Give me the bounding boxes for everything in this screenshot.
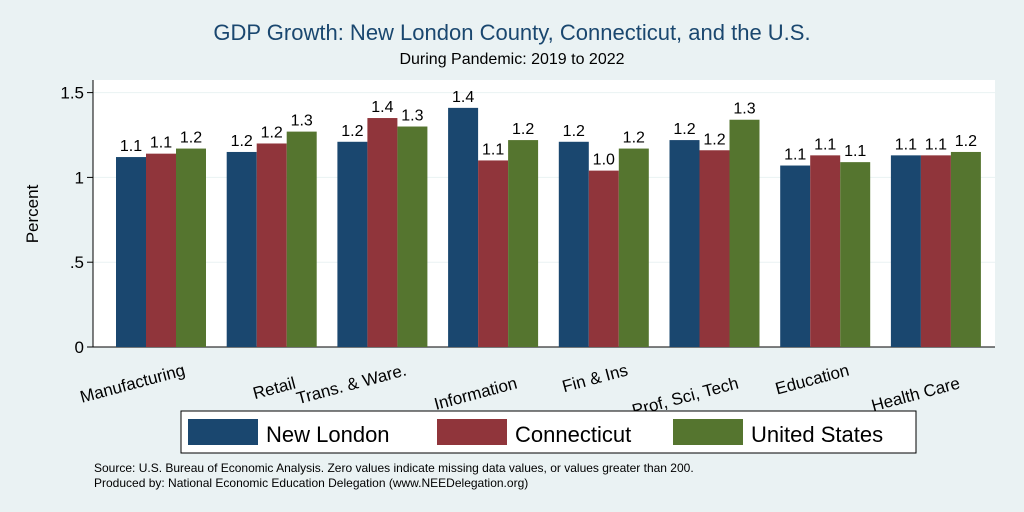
data-label: 1.1 <box>482 141 504 158</box>
bar <box>810 155 841 347</box>
bar <box>669 140 700 347</box>
x-tick-label: Trans. & Ware. <box>294 361 408 409</box>
data-label: 1.1 <box>814 136 836 153</box>
legend-swatch <box>437 419 507 445</box>
legend-label: Connecticut <box>515 422 631 447</box>
data-label: 1.2 <box>512 121 534 138</box>
produced-note: Produced by: National Economic Education… <box>94 476 529 490</box>
legend-box <box>180 410 917 454</box>
data-label: 1.2 <box>231 133 253 150</box>
data-label: 1.2 <box>703 131 725 148</box>
bar <box>478 160 509 347</box>
bar <box>367 118 398 347</box>
bar <box>116 157 146 347</box>
bar <box>588 170 619 347</box>
y-tick-label: 0 <box>75 338 84 357</box>
bar <box>558 141 589 347</box>
data-label: 1.1 <box>925 136 947 153</box>
data-label: 1.2 <box>341 123 363 140</box>
x-tick-label: Retail <box>251 374 298 404</box>
bar <box>226 151 257 347</box>
bar <box>508 140 539 347</box>
legend-swatch <box>188 419 258 445</box>
data-label: 1.4 <box>452 89 474 106</box>
x-tick-label: Fin & Ins <box>560 361 630 397</box>
data-label: 1.0 <box>593 152 615 169</box>
bar <box>699 150 730 347</box>
data-label: 1.3 <box>733 101 755 118</box>
bar <box>256 143 287 347</box>
data-label: 1.2 <box>261 124 283 141</box>
data-label: 1.3 <box>291 113 313 130</box>
y-tick-label: 1 <box>75 168 84 187</box>
data-label: 1.2 <box>673 121 695 138</box>
y-axis-label: Percent <box>23 184 42 243</box>
bar <box>146 153 176 347</box>
data-label: 1.2 <box>955 133 977 150</box>
bar <box>780 165 811 347</box>
bar <box>448 107 479 347</box>
y-tick-label: .5 <box>70 253 84 272</box>
x-tick-label: Information <box>432 374 519 414</box>
chart-title: GDP Growth: New London County, Connectic… <box>213 20 811 45</box>
bar <box>176 148 206 347</box>
bar <box>286 131 317 347</box>
x-tick-label: Manufacturing <box>78 361 187 407</box>
data-label: 1.4 <box>371 99 393 116</box>
source-note: Source: U.S. Bureau of Economic Analysis… <box>94 461 694 475</box>
data-label: 1.1 <box>784 147 806 164</box>
data-label: 1.1 <box>844 143 866 160</box>
data-label: 1.1 <box>895 136 917 153</box>
data-label: 1.2 <box>180 130 202 147</box>
bar <box>397 126 428 348</box>
bar <box>890 155 921 347</box>
x-tick-label: Health Care <box>869 374 962 416</box>
bar <box>950 151 981 347</box>
data-label: 1.1 <box>150 135 172 152</box>
legend-swatch <box>673 419 743 445</box>
data-label: 1.3 <box>401 108 423 125</box>
bar <box>618 148 649 347</box>
y-tick-label: 1.5 <box>60 84 84 103</box>
data-label: 1.2 <box>563 123 585 140</box>
data-label: 1.1 <box>120 138 142 155</box>
bar <box>729 119 760 348</box>
data-label: 1.2 <box>623 130 645 147</box>
bar <box>840 162 871 347</box>
legend-label: New London <box>266 422 390 447</box>
bar <box>337 141 368 347</box>
x-tick-label: Education <box>773 361 851 399</box>
chart-subtitle: During Pandemic: 2019 to 2022 <box>399 51 625 68</box>
legend-label: United States <box>751 422 883 447</box>
bar <box>920 155 951 347</box>
